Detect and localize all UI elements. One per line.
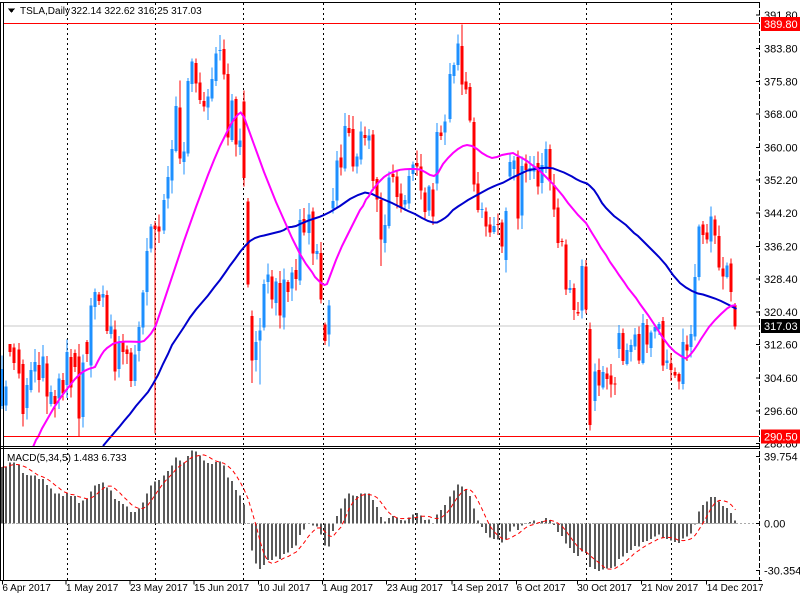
svg-text:-30.354: -30.354 xyxy=(764,566,800,578)
svg-text:14 Dec 2017: 14 Dec 2017 xyxy=(707,583,764,594)
svg-text:290.50: 290.50 xyxy=(764,432,798,444)
svg-text:MACD(5,34,5) 1.483 6.733: MACD(5,34,5) 1.483 6.733 xyxy=(7,453,127,464)
svg-text:304.60: 304.60 xyxy=(764,373,798,385)
svg-text:23 May 2017: 23 May 2017 xyxy=(130,583,188,594)
svg-text:344.20: 344.20 xyxy=(764,208,798,220)
svg-text:368.00: 368.00 xyxy=(764,109,798,121)
svg-text:296.60: 296.60 xyxy=(764,406,798,418)
svg-text:6 Apr 2017: 6 Apr 2017 xyxy=(2,583,51,594)
svg-text:383.80: 383.80 xyxy=(764,44,798,56)
svg-text:23 Aug 2017: 23 Aug 2017 xyxy=(387,583,444,594)
svg-text:328.40: 328.40 xyxy=(764,274,798,286)
svg-text:15 Jun 2017: 15 Jun 2017 xyxy=(194,583,249,594)
svg-text:322.14 322.62 316.25 317.03: 322.14 322.62 316.25 317.03 xyxy=(71,6,202,17)
svg-text:TSLA,Daily: TSLA,Daily xyxy=(20,6,70,17)
svg-text:375.80: 375.80 xyxy=(764,77,798,89)
svg-text:1 Aug 2017: 1 Aug 2017 xyxy=(322,583,373,594)
svg-text:312.60: 312.60 xyxy=(764,340,798,352)
svg-text:352.20: 352.20 xyxy=(764,175,798,187)
svg-text:320.40: 320.40 xyxy=(764,307,798,319)
svg-text:14 Sep 2017: 14 Sep 2017 xyxy=(452,583,509,594)
svg-text:360.00: 360.00 xyxy=(764,143,798,155)
svg-text:336.20: 336.20 xyxy=(764,242,798,254)
svg-text:30 Oct 2017: 30 Oct 2017 xyxy=(577,583,632,594)
svg-text:317.03: 317.03 xyxy=(764,321,798,333)
svg-text:21 Nov 2017: 21 Nov 2017 xyxy=(642,583,699,594)
svg-text:39.754: 39.754 xyxy=(764,452,798,464)
svg-text:6 Oct 2017: 6 Oct 2017 xyxy=(517,583,566,594)
svg-text:1 May 2017: 1 May 2017 xyxy=(66,583,119,594)
svg-text:0.00: 0.00 xyxy=(764,518,785,530)
svg-text:10 Jul 2017: 10 Jul 2017 xyxy=(259,583,311,594)
svg-text:389.80: 389.80 xyxy=(764,19,798,31)
